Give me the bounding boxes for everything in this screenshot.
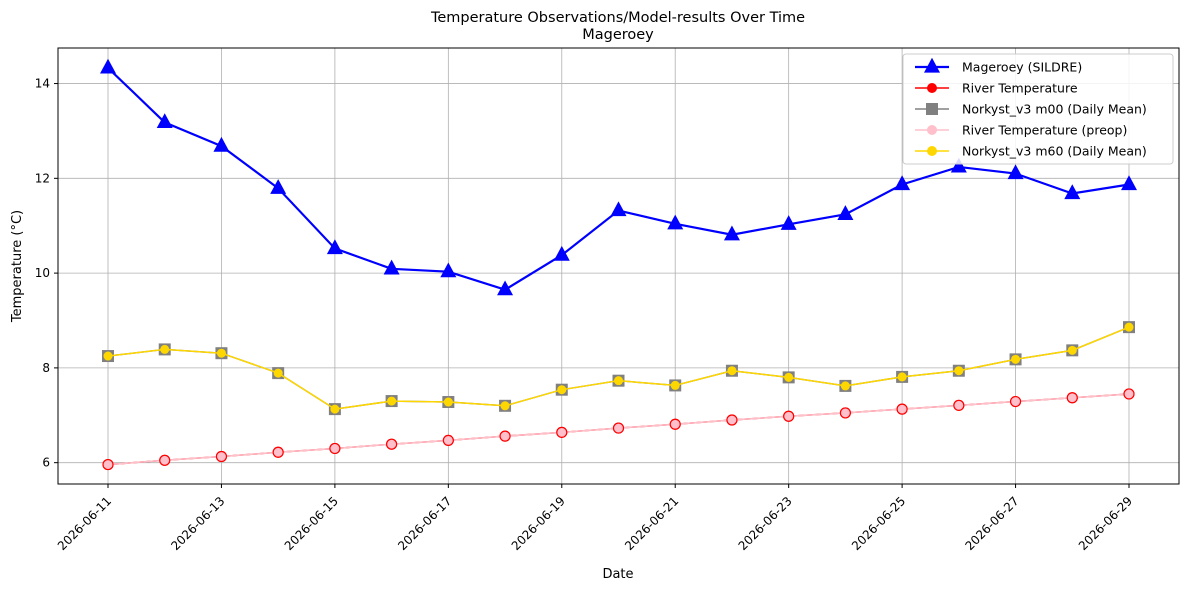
legend-label: River Temperature <box>962 81 1078 96</box>
data-point <box>894 175 911 191</box>
legend-label: Norkyst_v3 m00 (Daily Mean) <box>962 102 1147 117</box>
data-point <box>272 446 284 458</box>
data-point <box>950 157 967 173</box>
x-tick-label: 2026-06-29 <box>1076 494 1135 553</box>
data-point <box>216 348 226 358</box>
data-point <box>896 403 908 415</box>
data-point <box>386 438 398 450</box>
data-point <box>553 245 570 261</box>
x-tick-label: 2026-06-25 <box>849 494 908 553</box>
y-tick-label: 14 <box>35 77 50 91</box>
data-point <box>1121 175 1137 191</box>
data-point <box>612 422 625 434</box>
legend-marker <box>927 83 937 93</box>
data-point <box>780 215 797 230</box>
legend-box <box>902 53 1174 165</box>
data-point <box>557 385 567 395</box>
data-point <box>614 376 623 386</box>
legend-marker <box>926 103 938 115</box>
y-tick-label: 6 <box>42 456 50 470</box>
data-point <box>839 407 851 419</box>
x-tick-label: 2026-06-23 <box>736 494 795 553</box>
data-point <box>783 410 795 422</box>
legend-marker <box>927 146 937 156</box>
data-point <box>329 442 341 455</box>
data-point <box>837 205 854 220</box>
data-point <box>840 381 850 391</box>
chart-subtitle: Mageroey <box>582 27 654 43</box>
data-point <box>273 368 283 378</box>
x-tick-label: 2026-06-15 <box>282 494 341 553</box>
data-point <box>727 366 737 376</box>
data-point <box>954 366 964 376</box>
x-tick-label: 2026-06-17 <box>395 494 454 553</box>
data-point <box>442 434 454 446</box>
data-point <box>784 372 794 382</box>
data-point <box>213 136 230 152</box>
data-point <box>103 351 113 361</box>
data-point <box>326 239 343 255</box>
data-point <box>1064 184 1081 200</box>
data-point <box>1007 164 1024 180</box>
data-point <box>723 225 740 241</box>
data-point <box>156 113 173 129</box>
data-point <box>953 399 965 411</box>
x-tick-label: 2026-06-21 <box>622 494 681 553</box>
series-4 <box>103 322 1134 414</box>
data-point <box>1009 395 1022 408</box>
data-point <box>499 430 511 442</box>
x-tick-label: 2026-06-19 <box>509 494 568 553</box>
y-axis-label: Temperature (°C) <box>10 210 25 323</box>
data-point <box>387 396 397 406</box>
data-point <box>159 454 171 466</box>
data-point <box>670 380 680 390</box>
x-tick-label: 2026-06-11 <box>55 494 114 553</box>
x-axis-label: Date <box>602 567 633 582</box>
data-point <box>270 179 287 194</box>
data-point <box>726 414 738 426</box>
data-point <box>497 280 514 296</box>
legend-label: Mageroey (SILDRE) <box>962 60 1082 75</box>
data-point <box>1066 392 1078 404</box>
legend-label: Norkyst_v3 m60 (Daily Mean) <box>962 144 1147 159</box>
data-point <box>556 426 568 438</box>
y-tick-label: 10 <box>35 266 50 280</box>
data-point <box>500 401 510 411</box>
x-tick-label: 2026-06-13 <box>168 494 227 553</box>
plot-frame <box>57 47 1180 485</box>
data-point <box>383 259 400 275</box>
data-point <box>1067 345 1077 355</box>
series-0 <box>100 58 1137 296</box>
data-point <box>330 404 340 414</box>
data-point <box>160 344 170 354</box>
data-point <box>669 418 681 430</box>
legend: Mageroey (SILDRE) River Temperature Norkys… <box>902 53 1174 165</box>
x-tick-label: 2026-06-27 <box>962 494 1021 553</box>
data-point <box>897 372 907 382</box>
data-point <box>102 458 114 471</box>
data-point <box>1123 388 1135 400</box>
series-3 <box>102 388 1135 471</box>
data-point <box>440 262 457 278</box>
data-point <box>667 214 684 230</box>
chart-title: Temperature Observations/Model-results O… <box>430 10 805 26</box>
y-tick-label: 12 <box>35 171 50 185</box>
data-point <box>1011 354 1021 364</box>
data-point <box>443 397 453 407</box>
legend-label: River Temperature (preop) <box>962 123 1127 138</box>
series-layer <box>100 58 1137 471</box>
y-tick-label: 8 <box>42 361 50 375</box>
data-point <box>610 201 627 217</box>
data-point <box>1124 322 1134 332</box>
legend-marker <box>927 125 937 135</box>
legend-marker <box>924 57 940 73</box>
data-point <box>100 58 116 74</box>
data-point <box>215 450 228 463</box>
